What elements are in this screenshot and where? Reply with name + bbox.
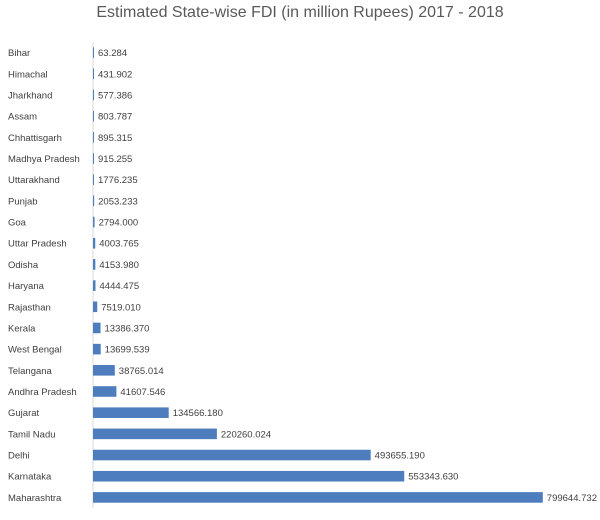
data-label: 553343.630	[408, 472, 458, 483]
category-label: Telangana	[8, 366, 53, 377]
data-label: 63.284	[98, 48, 127, 59]
category-label: Himachal	[8, 69, 48, 80]
data-label: 13699.539	[105, 345, 150, 356]
bar	[93, 47, 94, 58]
data-label: 13386.370	[105, 323, 150, 334]
data-label: 4153.980	[99, 260, 139, 271]
category-label: Gujarat	[8, 408, 40, 419]
data-label: 4444.475	[100, 281, 140, 292]
bar	[93, 132, 94, 143]
bar	[93, 153, 94, 164]
category-label: Maharashtra	[8, 493, 62, 504]
data-label: 895.315	[98, 133, 132, 144]
chart-title: Estimated State-wise FDI (in million Rup…	[96, 4, 504, 21]
category-label: Tamil Nadu	[8, 429, 56, 440]
data-label: 4003.765	[99, 239, 139, 250]
data-label: 41607.546	[120, 387, 165, 398]
category-label: Punjab	[8, 196, 38, 207]
bar	[93, 407, 169, 418]
category-label: Delhi	[8, 451, 30, 462]
category-label: Jharkhand	[8, 90, 52, 101]
category-label: Rajasthan	[8, 302, 51, 313]
data-label: 577.386	[98, 90, 132, 101]
data-label: 2794.000	[99, 218, 139, 229]
bar	[93, 428, 217, 440]
data-label: 38765.014	[119, 366, 164, 377]
bar	[93, 470, 405, 482]
bar	[93, 343, 101, 355]
bar	[93, 216, 95, 228]
bar	[93, 68, 94, 80]
bar	[93, 492, 543, 503]
bar	[93, 195, 95, 207]
category-label: West Bengal	[8, 345, 62, 356]
category-label: Bihar	[8, 48, 30, 59]
category-label: Assam	[8, 112, 37, 123]
category-label: Kerala	[8, 323, 36, 334]
bar	[93, 322, 101, 334]
category-label: Haryana	[8, 281, 45, 292]
data-label: 803.787	[98, 112, 132, 123]
category-label: Chhattisgarh	[8, 133, 62, 144]
data-label: 2053.233	[98, 196, 138, 207]
data-label: 134566.180	[173, 408, 223, 419]
bar	[93, 89, 94, 101]
bar	[93, 110, 94, 122]
category-label: Karnataka	[8, 472, 52, 483]
bar	[93, 449, 371, 461]
bar	[93, 280, 96, 291]
bar	[93, 237, 96, 249]
data-label: 915.255	[98, 154, 132, 165]
bar	[93, 386, 117, 397]
data-label: 493655.190	[375, 451, 425, 462]
category-label: Madhya Pradesh	[8, 154, 80, 165]
category-label: Uttarakhand	[8, 175, 60, 186]
data-label: 7519.010	[101, 302, 141, 313]
bar	[93, 301, 98, 313]
bar	[93, 259, 96, 270]
category-label: Odisha	[8, 260, 39, 271]
bar	[93, 365, 115, 376]
data-label: 799644.732	[547, 493, 597, 504]
data-label: 1776.235	[98, 175, 138, 186]
category-label: Andhra Pradesh	[8, 387, 77, 398]
data-label: 220260.024	[221, 429, 271, 440]
bar	[93, 174, 94, 185]
data-label: 431.902	[98, 69, 132, 80]
category-label: Uttar Pradesh	[8, 239, 67, 250]
category-label: Goa	[8, 218, 27, 229]
